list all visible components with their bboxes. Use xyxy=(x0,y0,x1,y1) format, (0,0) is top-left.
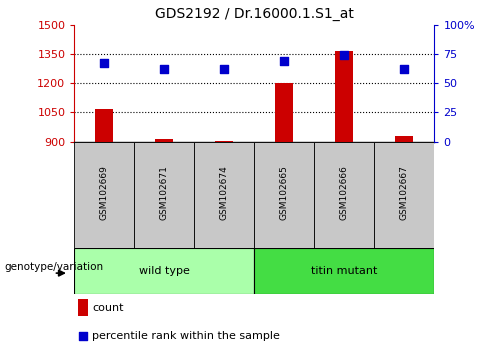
Bar xyxy=(216,141,233,142)
Text: GSM102669: GSM102669 xyxy=(100,165,109,220)
Text: GSM102671: GSM102671 xyxy=(160,165,169,220)
Bar xyxy=(254,142,314,248)
Bar xyxy=(254,248,434,294)
Bar xyxy=(276,83,293,142)
Bar xyxy=(134,142,194,248)
Point xyxy=(160,66,168,72)
Point xyxy=(221,66,228,72)
Text: genotype/variation: genotype/variation xyxy=(5,262,104,272)
Text: count: count xyxy=(92,303,124,313)
Text: GSM102665: GSM102665 xyxy=(280,165,289,220)
Bar xyxy=(374,142,434,248)
Bar xyxy=(74,248,254,294)
Bar xyxy=(194,142,254,248)
Point xyxy=(101,61,108,66)
Bar xyxy=(314,142,374,248)
Text: GSM102666: GSM102666 xyxy=(340,165,349,220)
Bar xyxy=(336,51,353,142)
Bar xyxy=(74,142,134,248)
Text: percentile rank within the sample: percentile rank within the sample xyxy=(92,331,280,341)
Bar xyxy=(78,299,88,316)
Point xyxy=(340,52,348,58)
Bar xyxy=(156,139,173,142)
Text: titin mutant: titin mutant xyxy=(311,266,378,276)
Text: GSM102667: GSM102667 xyxy=(400,165,409,220)
Point xyxy=(79,333,87,339)
Point xyxy=(400,66,408,72)
Bar xyxy=(96,108,113,142)
Title: GDS2192 / Dr.16000.1.S1_at: GDS2192 / Dr.16000.1.S1_at xyxy=(155,7,354,21)
Text: wild type: wild type xyxy=(139,266,190,276)
Bar xyxy=(396,136,413,142)
Point xyxy=(280,58,288,64)
Text: GSM102674: GSM102674 xyxy=(220,165,229,220)
